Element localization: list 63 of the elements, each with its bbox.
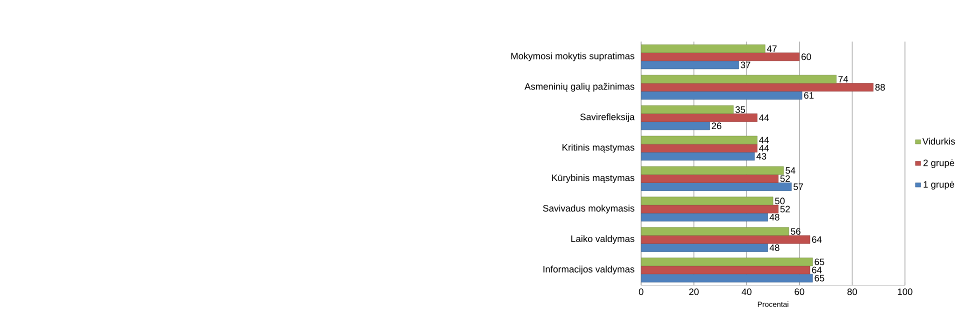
bar [641, 227, 790, 236]
legend-label: 2 grupė [923, 159, 954, 168]
data-label: 37 [740, 62, 750, 68]
data-label: 52 [780, 175, 790, 182]
bar [641, 258, 813, 266]
bar [641, 83, 874, 92]
y-tick-label: Informacijos valdymas [543, 266, 634, 274]
data-label: 47 [766, 45, 777, 52]
data-label: 44 [759, 144, 769, 152]
data-label: 26 [712, 122, 722, 130]
bar [641, 174, 778, 183]
y-tick-label: Savivadus mokymasis [543, 204, 634, 214]
bar [641, 60, 739, 70]
data-label: 52 [780, 206, 790, 212]
x-tick-label: 0 [638, 288, 644, 296]
x-tick-label: 20 [689, 288, 699, 296]
data-label: 50 [775, 198, 785, 204]
data-label: 43 [756, 153, 766, 160]
x-tick-label: 100 [898, 288, 912, 296]
bar [641, 196, 774, 206]
y-tick-label: Laiko valdymas [571, 235, 634, 244]
data-label: 64 [812, 266, 822, 274]
y-tick-label: Kūrybinis mąstymas [552, 174, 634, 183]
bar [641, 122, 710, 130]
bar [641, 144, 758, 152]
data-label: 44 [759, 136, 769, 144]
bar [641, 274, 813, 282]
data-label: 35 [735, 106, 746, 113]
data-label: 54 [786, 167, 796, 174]
data-label: 56 [790, 228, 800, 235]
bar [641, 204, 778, 214]
bar [641, 52, 800, 62]
data-label: 44 [759, 114, 769, 121]
legend-label: Vidurkis [922, 138, 955, 145]
y-tick-label: Savirefleksija [580, 113, 635, 122]
x-tick-label: 60 [794, 288, 804, 296]
data-label: 60 [802, 54, 812, 60]
bar [641, 243, 768, 252]
bar [641, 105, 734, 114]
data-label: 61 [804, 92, 814, 99]
bar [641, 44, 766, 53]
data-label: 88 [875, 84, 885, 91]
bar [641, 74, 837, 84]
data-label: 74 [838, 76, 848, 82]
data-label: 65 [814, 274, 824, 282]
x-tick-label: 40 [742, 288, 752, 296]
bar [641, 182, 792, 191]
bar [641, 152, 755, 161]
legend-label: 1 grupė [924, 180, 954, 190]
x-tick-label: 80 [847, 288, 858, 296]
y-tick-label: Asmeninių galių pažinimas [524, 82, 634, 92]
y-tick-label: Kritinis mąstymas [562, 144, 634, 153]
y-tick-label: Mokymosi mokytis supratimas [511, 52, 634, 62]
data-label: 65 [814, 258, 824, 266]
bar [641, 136, 758, 144]
data-label: 64 [812, 236, 822, 243]
data-label: 48 [770, 244, 780, 251]
bar [641, 235, 810, 244]
bar [641, 114, 758, 122]
bar [641, 213, 768, 222]
data-label: 57 [794, 184, 804, 190]
data-label: 48 [770, 214, 780, 221]
bar [641, 91, 802, 100]
